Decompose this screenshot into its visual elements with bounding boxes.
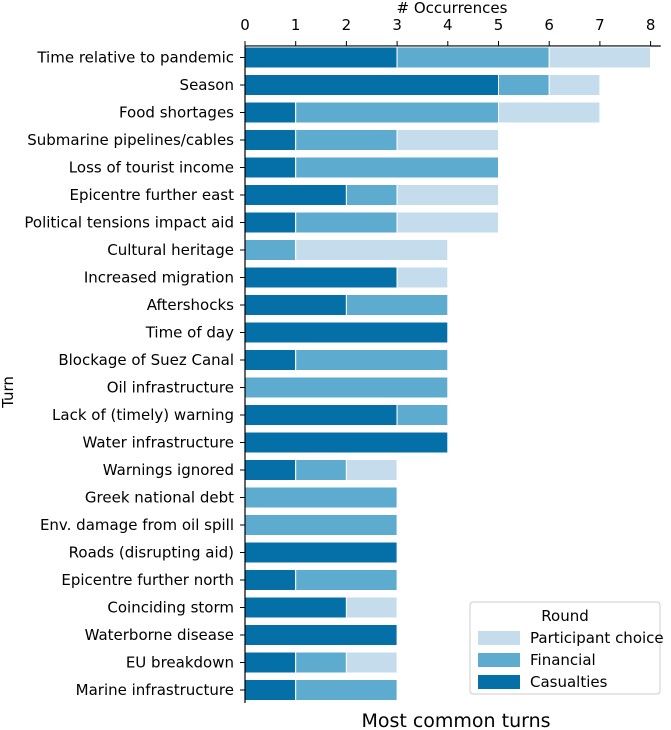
y-axis-title: Turn — [0, 376, 17, 409]
bar-segment-participant-choice — [345, 459, 398, 481]
x-tick-label: 4 — [443, 16, 453, 34]
bar-segment-participant-choice — [498, 101, 601, 124]
category-label: Submarine pipelines/cables — [27, 131, 234, 149]
bar-segment-financial — [295, 569, 398, 591]
category-label: Season — [180, 76, 234, 94]
bar-segment-participant-choice — [345, 651, 398, 674]
bar-segment-casualties — [244, 459, 297, 481]
bar-segment-casualties — [244, 156, 297, 179]
bar-segment-financial — [295, 129, 398, 151]
category-label: Marine infrastructure — [76, 681, 234, 699]
bar-segment-participant-choice — [548, 74, 601, 96]
bar-segment-casualties — [244, 129, 297, 151]
bar-segment-financial — [295, 651, 347, 674]
category-label: Increased migration — [84, 269, 234, 287]
bar-segment-casualties — [244, 596, 347, 619]
x-tick-label: 1 — [291, 16, 301, 34]
bar-segment-financial — [244, 239, 297, 261]
bar-segment-participant-choice — [396, 266, 449, 289]
category-label: EU breakdown — [126, 654, 234, 672]
bar-segment-financial — [345, 294, 449, 316]
category-label: Food shortages — [119, 104, 234, 122]
category-label: Water infrastructure — [83, 434, 235, 452]
bar-segment-casualties — [244, 404, 398, 426]
legend-box — [469, 601, 661, 695]
bar-segment-financial — [396, 404, 449, 426]
bar-segment-participant-choice — [295, 239, 449, 261]
bar-segment-casualties — [244, 294, 347, 316]
category-label: Env. damage from oil spill — [40, 516, 234, 534]
bar-segment-financial — [396, 46, 550, 69]
bar-segment-financial — [295, 679, 398, 701]
bar-segment-financial — [295, 211, 398, 234]
bar-segment-financial — [295, 101, 500, 124]
category-label: Greek national debt — [85, 489, 234, 507]
legend[interactable]: Round Participant choice Financial Casualti… — [469, 601, 664, 695]
category-label: Warnings ignored — [103, 461, 234, 479]
bars — [244, 46, 652, 701]
x-axis-title: # Occurrences — [397, 0, 508, 17]
bar-segment-casualties — [244, 569, 297, 591]
category-label: Oil infrastructure — [107, 379, 234, 397]
chart-title: Most common turns — [361, 710, 550, 730]
legend-entry-financial[interactable]: Financial — [530, 651, 596, 669]
x-tick-label: 3 — [392, 16, 402, 34]
category-label: Time relative to pandemic — [36, 49, 234, 67]
legend-entry-participant-choice[interactable]: Participant choice — [530, 629, 664, 647]
category-label: Cultural heritage — [107, 241, 234, 259]
bar-segment-casualties — [244, 651, 297, 674]
bar-segment-financial — [345, 184, 398, 206]
category-label: Time of day — [145, 324, 234, 342]
bar-segment-financial — [295, 349, 449, 371]
category-label: Blockage of Suez Canal — [58, 351, 234, 369]
bar-segment-casualties — [244, 46, 398, 69]
x-tick-label: 7 — [595, 16, 605, 34]
y-axis: Time relative to pandemic Season Food shor… — [24, 46, 246, 703]
category-label: Aftershocks — [147, 296, 234, 314]
category-label: Loss of tourist income — [69, 159, 234, 177]
bar-segment-participant-choice — [345, 596, 398, 619]
bar-segment-casualties — [244, 211, 297, 234]
bar-segment-financial — [244, 486, 398, 509]
bar-segment-financial — [244, 514, 398, 536]
bar-segment-financial — [295, 459, 347, 481]
category-label: Epicentre further east — [70, 186, 235, 204]
bar-segment-casualties — [244, 74, 499, 96]
category-label: Epicentre further north — [61, 571, 234, 589]
bar-segment-participant-choice — [548, 46, 652, 69]
bar-segment-casualties — [244, 431, 449, 454]
bar-segment-casualties — [244, 349, 297, 371]
x-tick-label: 0 — [240, 16, 250, 34]
x-tick-label: 6 — [544, 16, 554, 34]
bar-segment-casualties — [244, 321, 449, 344]
x-tick-label: 8 — [646, 16, 656, 34]
category-label: Waterborne disease — [85, 626, 234, 644]
bar-segment-participant-choice — [396, 129, 500, 151]
legend-title: Round — [541, 607, 588, 625]
x-tick-label: 5 — [494, 16, 504, 34]
bar-segment-casualties — [244, 679, 297, 701]
bar-segment-casualties — [244, 184, 347, 206]
bar-segment-participant-choice — [396, 211, 500, 234]
bar-segment-financial — [244, 376, 449, 399]
category-label: Roads (disrupting aid) — [69, 544, 234, 562]
bar-segment-financial — [295, 156, 500, 179]
legend-swatch-participant-choice — [478, 631, 520, 645]
bar-segment-casualties — [244, 541, 398, 564]
category-label: Political tensions impact aid — [24, 214, 234, 232]
legend-swatch-financial — [478, 653, 520, 667]
bar-segment-participant-choice — [396, 184, 500, 206]
bar-segment-casualties — [244, 266, 398, 289]
bar-segment-casualties — [244, 624, 398, 646]
category-label: Coinciding storm — [107, 599, 234, 617]
category-label: Lack of (timely) warning — [52, 406, 234, 424]
bar-segment-casualties — [244, 101, 297, 124]
bar-segment-financial — [498, 74, 550, 96]
x-tick-label: 2 — [342, 16, 352, 34]
legend-entry-casualties[interactable]: Casualties — [530, 673, 608, 691]
x-axis: 0 1 2 3 4 5 6 7 8 — [240, 16, 661, 47]
legend-swatch-casualties — [478, 675, 520, 689]
